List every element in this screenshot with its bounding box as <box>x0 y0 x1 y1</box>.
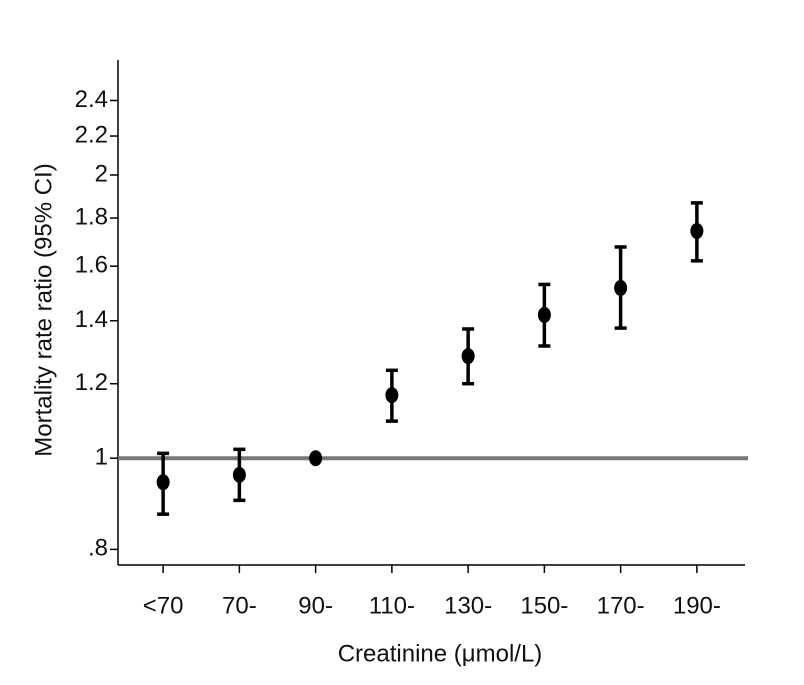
x-tick-label: 130- <box>444 592 492 619</box>
y-axis-title: Mortality rate ratio (95% CI) <box>30 163 57 456</box>
point <box>537 306 551 323</box>
point <box>614 279 628 296</box>
x-tick-label: 90- <box>298 592 333 619</box>
y-tick-label: 1.8 <box>75 203 108 230</box>
point <box>690 222 704 239</box>
y-tick-label: .8 <box>88 535 108 562</box>
point <box>309 450 323 467</box>
x-tick-label: 150- <box>520 592 568 619</box>
y-tick-label: 1 <box>95 444 108 471</box>
y-tick-label: 2 <box>95 160 108 187</box>
x-tick-label: 110- <box>369 592 415 619</box>
point <box>461 348 475 365</box>
y-tick-label: 1.6 <box>75 252 108 279</box>
y-tick-label: 1.4 <box>75 306 108 333</box>
point <box>156 474 170 491</box>
y-tick-label: 2.4 <box>75 86 108 113</box>
point <box>232 466 246 483</box>
y-tick-label: 2.2 <box>75 121 108 148</box>
x-tick-label: 170- <box>597 592 645 619</box>
x-tick-label: <70 <box>143 592 184 619</box>
point <box>385 387 399 404</box>
x-tick-label: 70- <box>222 592 257 619</box>
x-axis-title: Creatinine (μmol/L) <box>338 640 543 667</box>
y-tick-label: 1.2 <box>75 369 108 396</box>
x-tick-label: 190- <box>673 592 721 619</box>
